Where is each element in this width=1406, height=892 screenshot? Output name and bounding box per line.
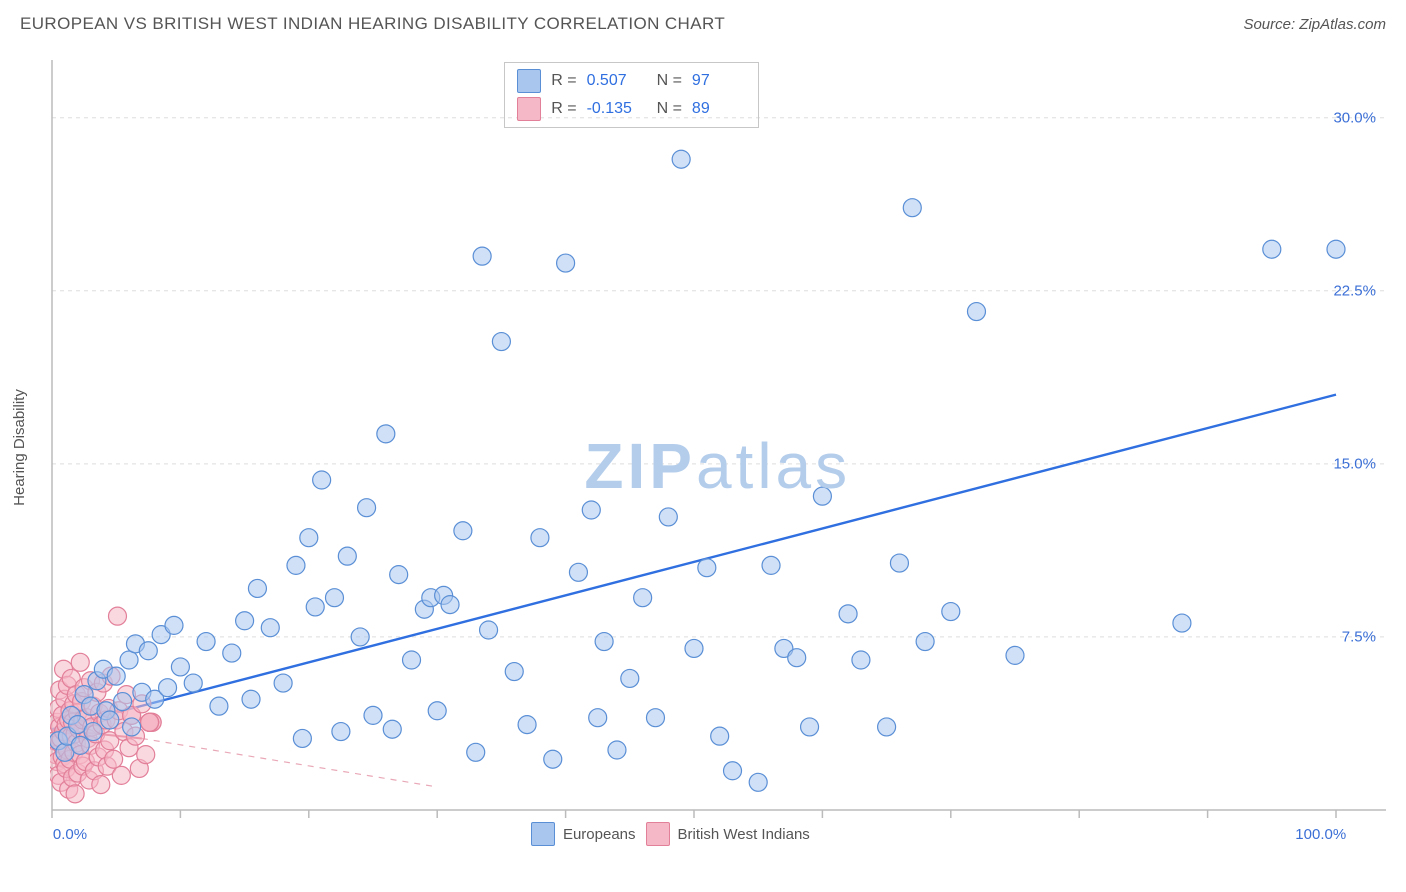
legend-swatch bbox=[517, 69, 541, 93]
y-axis-label: Hearing Disability bbox=[11, 389, 28, 506]
legend-row: R = -0.135 N = 89 bbox=[515, 95, 748, 123]
n-value: 89 bbox=[692, 100, 746, 118]
source-attribution: Source: ZipAtlas.com bbox=[1243, 16, 1386, 33]
chart-title: EUROPEAN VS BRITISH WEST INDIAN HEARING … bbox=[20, 14, 725, 34]
y-axis-label-wrap: Hearing Disability bbox=[4, 55, 34, 840]
scatter-plot bbox=[50, 55, 1386, 840]
series-legend-item: British West Indians bbox=[646, 822, 810, 846]
legend-swatch bbox=[517, 97, 541, 121]
r-value: 0.507 bbox=[587, 72, 641, 90]
legend-swatch bbox=[531, 822, 555, 846]
series-legend-item: Europeans bbox=[531, 822, 636, 846]
n-label: N = bbox=[657, 72, 682, 90]
y-tick-label: 15.0% bbox=[1333, 455, 1376, 472]
r-value: -0.135 bbox=[587, 100, 641, 118]
legend-swatch bbox=[646, 822, 670, 846]
series-label: Europeans bbox=[563, 826, 636, 843]
r-label: R = bbox=[551, 72, 576, 90]
y-tick-label: 7.5% bbox=[1342, 628, 1376, 645]
x-tick-label: 0.0% bbox=[53, 826, 87, 843]
legend-row: R = 0.507 N = 97 bbox=[515, 67, 748, 95]
n-value: 97 bbox=[692, 72, 746, 90]
correlation-legend: R = 0.507 N = 97 R = -0.135 N = 89 bbox=[504, 62, 759, 128]
series-label: British West Indians bbox=[678, 826, 810, 843]
r-label: R = bbox=[551, 100, 576, 118]
plot-region: Hearing Disability ZIPatlas R =0.507N =9… bbox=[50, 55, 1386, 840]
series-legend: Europeans British West Indians bbox=[531, 822, 810, 846]
x-tick-label: 100.0% bbox=[1295, 826, 1346, 843]
y-tick-label: 22.5% bbox=[1333, 282, 1376, 299]
y-tick-label: 30.0% bbox=[1333, 109, 1376, 126]
n-label: N = bbox=[657, 100, 682, 118]
